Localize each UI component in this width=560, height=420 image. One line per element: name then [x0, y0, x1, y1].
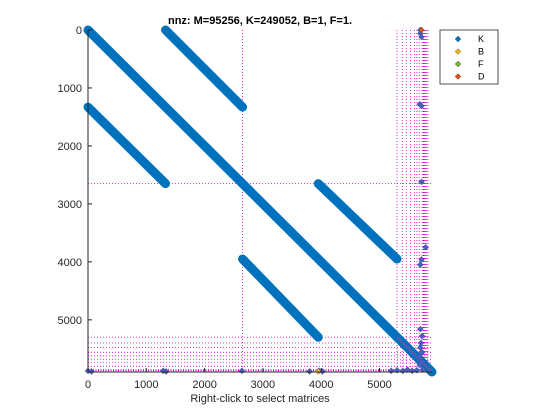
legend-box [439, 29, 499, 85]
boundary-point [422, 244, 429, 251]
x-tick-label: 0 [85, 379, 91, 391]
nonzero-band [83, 25, 248, 189]
guide-lines [88, 30, 432, 372]
boundary-point [416, 261, 424, 269]
legend-marker-K [454, 35, 462, 43]
boundary-point [404, 366, 411, 374]
sparsity-bands [83, 25, 437, 377]
boundary-point [162, 368, 170, 375]
x-tick-label: 1000 [134, 379, 158, 391]
boundary-point [416, 361, 424, 369]
boundary-point [418, 256, 425, 263]
nonzero-band [83, 102, 171, 189]
special-point-B [315, 368, 322, 375]
boundary-point [418, 102, 425, 110]
y-ticks: 0 1000 2000 3000 4000 5000 [58, 25, 92, 327]
boundary-point [88, 368, 95, 375]
legend-label-D: D [478, 72, 485, 82]
legend-marker-F [454, 60, 462, 68]
y-tick-label: 5000 [58, 315, 82, 327]
x-tick-label: 4000 [309, 379, 333, 391]
boundary-point [418, 33, 425, 41]
nonzero-band [313, 179, 402, 264]
y-tick-label: 4000 [58, 257, 82, 269]
special-point-D [418, 26, 425, 34]
legend-label-F: F [478, 59, 484, 69]
boundary-point [416, 344, 424, 352]
nonzero-band [161, 25, 248, 112]
chart-title: nnz: M=95256, K=249052, B=1, F=1. [168, 15, 352, 27]
y-tick-label: 3000 [58, 199, 82, 211]
y-tick-label: 2000 [58, 141, 82, 153]
legend-marker-D [454, 73, 462, 80]
legend-marker-B [454, 48, 462, 55]
y-tick-label: 0 [76, 25, 82, 37]
boundary-point [306, 368, 313, 375]
boundary-point [419, 366, 427, 374]
x-axis-label: Right-click to select matrices [190, 393, 330, 405]
nonzero-band [238, 179, 402, 342]
y-tick-label: 1000 [58, 83, 82, 95]
boundary-point [416, 325, 424, 333]
nonzero-band-tail [395, 336, 434, 374]
nonzero-band [238, 254, 323, 342]
boundary-point [418, 332, 426, 340]
x-tick-label: 2000 [192, 379, 216, 391]
x-tick-label: 5000 [367, 379, 391, 391]
x-ticks: 0 1000 2000 3000 4000 5000 [85, 368, 392, 391]
boundary-point [418, 348, 426, 356]
x-tick-label: 3000 [251, 379, 275, 391]
boundary-point [418, 178, 425, 186]
legend-label-K: K [478, 34, 484, 44]
legend-label-B: B [478, 47, 484, 57]
